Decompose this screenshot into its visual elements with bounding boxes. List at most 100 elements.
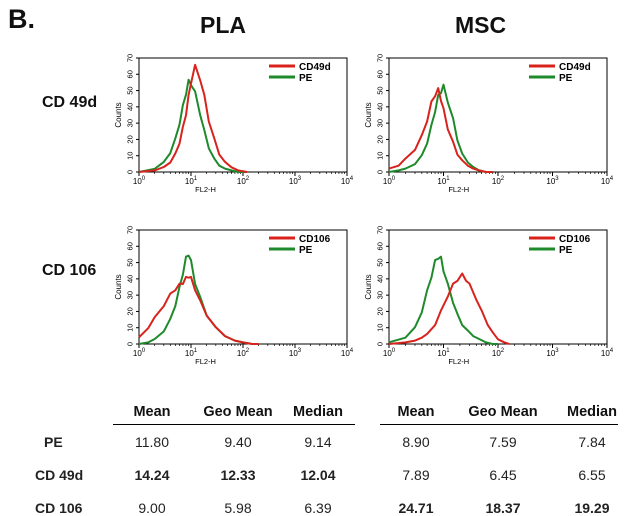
y-tick-label: 20 xyxy=(126,135,135,143)
plot-frame xyxy=(388,57,608,173)
series-line-pe xyxy=(138,78,248,173)
table-header: Geo Mean xyxy=(203,404,273,420)
table-cell: 7.59 xyxy=(489,434,517,450)
x-tick-label: 100 xyxy=(133,348,146,358)
table-cell: 12.33 xyxy=(220,467,256,483)
table-row-label: CD 49d xyxy=(35,467,84,483)
y-tick-label: 70 xyxy=(126,226,135,234)
y-tick-label: 20 xyxy=(376,307,385,315)
legend-label: CD106 xyxy=(559,234,591,245)
column-title-pla: PLA xyxy=(200,12,246,38)
x-axis-label: FL2-H xyxy=(448,357,469,366)
y-tick-label: 30 xyxy=(126,119,135,127)
y-tick-label: 10 xyxy=(126,152,135,160)
y-axis-label: Counts xyxy=(115,274,123,299)
stats-table: Mean Geo Mean Median Mean Geo Mean Media… xyxy=(0,398,631,516)
x-tick-label: 104 xyxy=(341,176,354,186)
legend-label: CD49d xyxy=(559,62,591,73)
table-cell: 5.98 xyxy=(224,500,252,516)
legend-label: PE xyxy=(299,245,313,256)
y-tick-label: 30 xyxy=(126,291,135,299)
y-tick-label: 60 xyxy=(376,70,385,78)
y-tick-label: 50 xyxy=(126,86,135,94)
x-tick-label: 102 xyxy=(237,348,250,358)
y-tick-label: 0 xyxy=(126,170,135,174)
x-tick-label: 100 xyxy=(383,348,396,358)
x-tick-label: 103 xyxy=(546,176,559,186)
series-line-cd49d xyxy=(138,63,248,173)
y-tick-label: 10 xyxy=(376,324,385,332)
y-tick-label: 30 xyxy=(376,291,385,299)
table-cell: 9.40 xyxy=(224,434,252,450)
plot-frame xyxy=(138,229,348,345)
table-divider xyxy=(113,424,355,425)
table-cell: 24.71 xyxy=(398,500,434,516)
column-title-msc: MSC xyxy=(455,12,507,38)
y-axis-label: Counts xyxy=(365,102,373,127)
y-tick-label: 10 xyxy=(376,152,385,160)
x-tick-label: 100 xyxy=(383,176,396,186)
series-line-cd106 xyxy=(388,272,510,345)
table-divider xyxy=(380,424,618,425)
table-row-label: CD 106 xyxy=(35,500,83,516)
panel-letter: B. xyxy=(8,4,35,34)
table-cell: 8.90 xyxy=(402,434,430,450)
table-cell: 9.00 xyxy=(138,500,166,516)
table-row-label: PE xyxy=(44,434,63,450)
y-tick-label: 40 xyxy=(376,103,385,111)
y-tick-label: 40 xyxy=(376,275,385,283)
plot-frame xyxy=(138,57,348,173)
table-header: Mean xyxy=(133,404,171,420)
table-cell: 7.89 xyxy=(402,467,430,483)
y-tick-label: 50 xyxy=(376,86,385,94)
x-axis-label: FL2-H xyxy=(195,185,216,194)
x-tick-label: 101 xyxy=(437,176,450,186)
y-tick-label: 70 xyxy=(126,54,135,62)
x-tick-label: 103 xyxy=(289,348,302,358)
y-tick-label: 10 xyxy=(126,324,135,332)
table-header: Median xyxy=(293,404,343,420)
table-header: Geo Mean xyxy=(468,404,538,420)
series-line-pe xyxy=(388,255,498,345)
y-tick-label: 0 xyxy=(376,170,385,174)
legend-label: PE xyxy=(299,73,313,84)
legend-label: PE xyxy=(559,245,573,256)
y-tick-label: 0 xyxy=(126,342,135,346)
histogram-msc-cd49d: 0 10 20 30 40 50 60 70 Counts 100 101 102 103 104 FL2-… xyxy=(365,54,614,194)
x-tick-label: 104 xyxy=(601,348,614,358)
legend-label: PE xyxy=(559,73,573,84)
plot-frame xyxy=(388,229,608,345)
x-tick-label: 102 xyxy=(492,348,505,358)
y-axis-label: Counts xyxy=(365,274,373,299)
y-tick-label: 70 xyxy=(376,226,385,234)
row-title-cd106: CD 106 xyxy=(42,262,97,279)
table-cell: 11.80 xyxy=(135,434,169,450)
table-header: Median xyxy=(567,404,617,420)
y-tick-label: 60 xyxy=(376,242,385,250)
y-tick-label: 70 xyxy=(376,54,385,62)
x-tick-label: 100 xyxy=(133,176,146,186)
histogram-pla-cd49d: 0 10 20 30 40 50 60 70 Counts 100 101 102 103 104 FL2-… xyxy=(115,54,354,194)
x-axis-label: FL2-H xyxy=(448,185,469,194)
x-tick-label: 103 xyxy=(546,348,559,358)
table-cell: 9.14 xyxy=(304,434,332,450)
x-tick-label: 101 xyxy=(437,348,450,358)
table-header: Mean xyxy=(397,404,435,420)
table-cell: 12.04 xyxy=(300,467,336,483)
x-tick-label: 104 xyxy=(601,176,614,186)
x-tick-label: 102 xyxy=(492,176,505,186)
y-tick-label: 50 xyxy=(376,258,385,266)
table-cell: 18.37 xyxy=(485,500,521,516)
x-tick-label: 101 xyxy=(185,176,198,186)
y-tick-label: 30 xyxy=(376,119,385,127)
y-tick-label: 20 xyxy=(376,135,385,143)
series-line-cd106 xyxy=(138,275,259,345)
x-tick-label: 103 xyxy=(289,176,302,186)
table-cell: 19.29 xyxy=(574,500,610,516)
table-cell: 14.24 xyxy=(134,467,170,483)
y-tick-label: 60 xyxy=(126,70,135,78)
y-tick-label: 60 xyxy=(126,242,135,250)
x-tick-label: 104 xyxy=(341,348,354,358)
row-title-cd49d: CD 49d xyxy=(42,94,98,111)
histogram-pla-cd106: 0 10 20 30 40 50 60 70 Counts 100 101 102 103 104 FL2-… xyxy=(115,226,354,366)
